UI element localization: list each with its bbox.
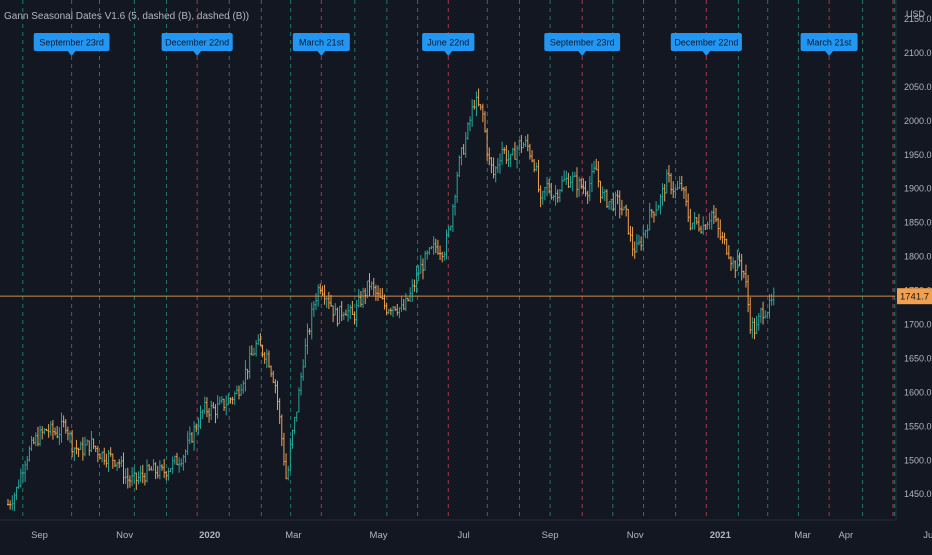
seasonal-label-box: [292, 33, 350, 51]
seasonal-label-box: [422, 33, 475, 51]
seasonal-label-text: March 21st: [299, 38, 344, 48]
seasonal-label-box: [33, 33, 110, 51]
x-tick-label: Sep: [542, 530, 559, 541]
seasonal-label-pointer: [444, 51, 453, 56]
x-tick-label: Nov: [627, 530, 644, 541]
seasonal-label-box: [161, 33, 233, 51]
indicator-title[interactable]: Gann Seasonal Dates V1.6 (5, dashed (B),…: [4, 11, 250, 22]
currency-label: USD: [906, 9, 926, 19]
seasonal-label: June 22nd: [422, 33, 475, 56]
x-tick-label: Jul: [458, 530, 470, 541]
seasonal-label-text: September 23rd: [550, 38, 615, 48]
seasonal-label-text: June 22nd: [427, 38, 469, 48]
last-price-label: 1741.7: [900, 292, 929, 303]
x-tick-label: Jun: [923, 530, 932, 541]
last-price-badge: [897, 288, 932, 305]
seasonal-label: December 22nd: [670, 33, 742, 56]
seasonal-label: September 23rd: [544, 33, 621, 56]
seasonal-label: December 22nd: [161, 33, 233, 56]
y-tick-label: 1550.0: [904, 421, 932, 431]
y-tick-label: 2150.0: [904, 14, 932, 24]
y-tick-label: 1450.0: [904, 489, 932, 499]
seasonal-label-text: September 23rd: [39, 38, 104, 48]
y-tick-label: 1900.0: [904, 184, 932, 194]
seasonal-label-text: March 21st: [807, 38, 852, 48]
x-tick-label: Mar: [794, 530, 810, 541]
y-tick-label: 1850.0: [904, 218, 932, 228]
seasonal-labels: September 23rd December 22nd March 21st Jun…: [33, 33, 858, 56]
seasonal-label-box: [544, 33, 621, 51]
x-axis: Sep Nov 2020 Mar May Jul Sep Nov 2021 Mar Apr Jun: [0, 519, 932, 541]
seasonal-label: September 23rd: [33, 33, 110, 56]
y-tick-label: 1950.0: [904, 150, 932, 160]
seasonal-label-text: December 22nd: [165, 38, 229, 48]
x-tick-label: Apr: [838, 530, 853, 541]
y-axis[interactable]: USD 1450.0 1500.0 1550.0 1600.0 1650.0 1700.0 1…: [895, 0, 932, 520]
y-tick-label: 1650.0: [904, 353, 932, 363]
seasonal-label-pointer: [317, 51, 326, 56]
seasonal-label: March 21st: [292, 33, 350, 56]
y-tick-label: 2000.0: [904, 116, 932, 126]
x-tick-label: Mar: [285, 530, 301, 541]
candlesticks: [7, 88, 775, 512]
x-tick-label: Sep: [31, 530, 48, 541]
seasonal-label-pointer: [825, 51, 834, 56]
y-tick-label: 2100.0: [904, 48, 932, 58]
seasonal-label-text: December 22nd: [674, 38, 738, 48]
seasonal-label-pointer: [702, 51, 711, 56]
y-tick-label: 1800.0: [904, 252, 932, 262]
y-tick-label: 1700.0: [904, 319, 932, 329]
seasonal-label: March 21st: [800, 33, 858, 56]
seasonal-label-box: [800, 33, 858, 51]
x-tick-label: Nov: [116, 530, 133, 541]
y-tick-label: 1600.0: [904, 387, 932, 397]
seasonal-label-pointer: [67, 51, 76, 56]
x-tick-label: May: [370, 530, 388, 541]
x-tick-label: 2020: [199, 530, 220, 541]
seasonal-label-pointer: [193, 51, 202, 56]
seasonal-label-pointer: [578, 51, 587, 56]
seasonal-label-box: [670, 33, 742, 51]
x-tick-label: 2021: [710, 530, 732, 541]
y-tick-label: 2050.0: [904, 82, 932, 92]
y-tick-label: 1500.0: [904, 455, 932, 465]
seasonal-lines: [22, 0, 896, 520]
